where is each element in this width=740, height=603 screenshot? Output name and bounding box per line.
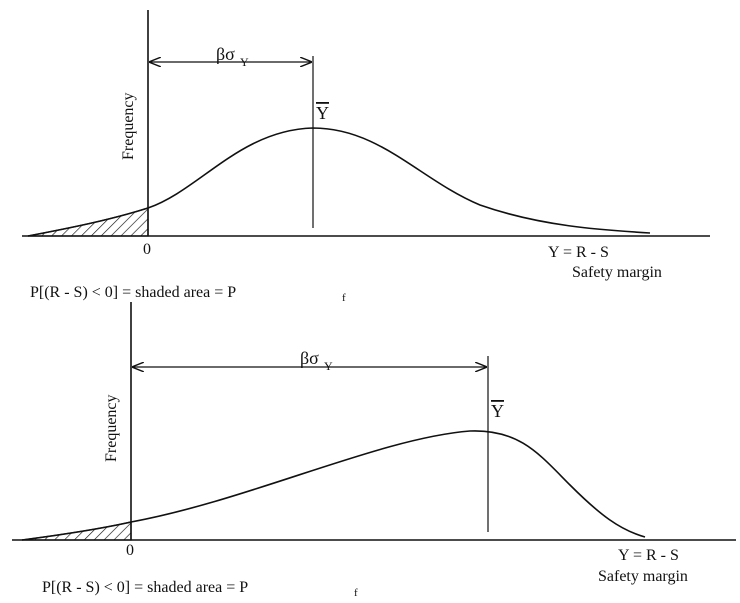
x-label-bottom: Safety margin [572, 264, 662, 281]
y-axis-label: Frequency [103, 394, 120, 462]
panel-bottom: Frequency 0 Y βσ Y Y = R - S Safety marg… [12, 302, 736, 599]
probability-subscript: f [354, 587, 358, 599]
mean-label: Y [316, 103, 329, 123]
beta-sigma-subscript: Y [240, 55, 249, 69]
beta-sigma-label: βσ [300, 348, 319, 368]
x-label-top: Y = R - S [618, 547, 679, 564]
origin-label: 0 [143, 241, 151, 258]
beta-sigma-subscript: Y [324, 359, 333, 373]
probability-caption: P[(R - S) < 0] = shaded area = P [42, 579, 248, 596]
origin-label: 0 [126, 542, 134, 559]
probability-caption: P[(R - S) < 0] = shaded area = P [30, 284, 236, 301]
probability-subscript: f [342, 292, 346, 304]
mean-label: Y [491, 401, 504, 421]
x-label-bottom: Safety margin [598, 568, 688, 585]
panel-top: Frequency 0 Y βσ Y Y = R - S Safety marg… [22, 10, 710, 304]
beta-sigma-label: βσ [216, 44, 235, 64]
x-label-top: Y = R - S [548, 244, 609, 261]
distribution-curve [21, 430, 646, 541]
y-axis-label: Frequency [120, 92, 137, 160]
